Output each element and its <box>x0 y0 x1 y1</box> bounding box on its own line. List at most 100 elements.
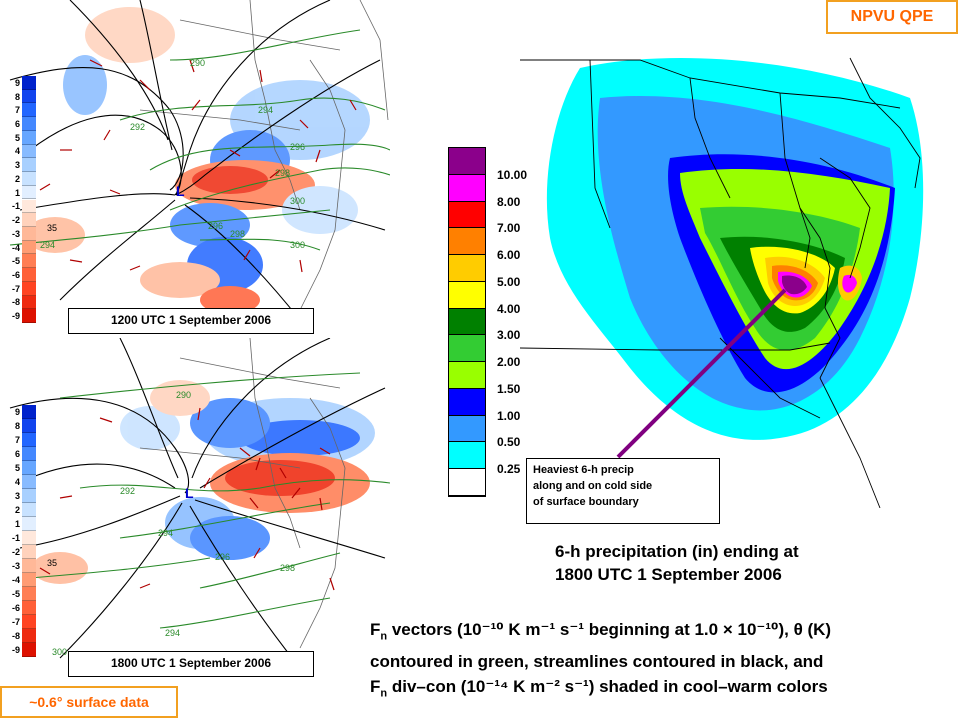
scale-cell <box>22 295 36 310</box>
div-con-label: 35 <box>47 558 57 568</box>
scale-cell <box>22 144 36 159</box>
scale-tick-label: -1 <box>11 201 20 212</box>
scale-tick-label: -3 <box>11 561 20 571</box>
scale-cell <box>22 199 36 214</box>
legend-swatch <box>449 362 485 389</box>
svg-text:294: 294 <box>258 105 273 115</box>
scale-cell <box>22 559 36 573</box>
scale-cell <box>22 629 36 643</box>
legend-swatch <box>449 228 485 256</box>
low-marker: L <box>176 183 185 199</box>
legend-value: 8.00 <box>497 194 521 209</box>
div-con-label: 35 <box>47 223 57 233</box>
scale-tick-label: 5 <box>14 132 20 143</box>
legend-swatch <box>449 388 485 416</box>
scale-tick-label: 9 <box>14 407 20 417</box>
scale-tick-label: -5 <box>11 589 20 599</box>
scale-cell <box>22 601 36 615</box>
qpe-map-graphic <box>520 57 924 508</box>
npvu-qpe-badge: NPVU QPE <box>826 0 958 34</box>
scale-tick-label: 4 <box>14 477 20 487</box>
scale-cell <box>22 615 36 629</box>
map-1800utc-graphic: L 290 292 294 296 298 294 300 35 <box>9 338 390 669</box>
scale-tick-label: -6 <box>11 603 20 613</box>
qpe-map-panel <box>520 38 960 508</box>
scale-cell <box>22 268 36 282</box>
scale-cell <box>22 130 36 145</box>
scale-tick-label: -1 <box>11 533 20 543</box>
svg-text:294: 294 <box>158 528 173 538</box>
legend-value: 3.00 <box>497 328 521 343</box>
boundaries <box>139 0 389 311</box>
legend-value: 1.00 <box>497 408 521 423</box>
scale-cell <box>22 573 36 587</box>
scale-cell <box>22 531 36 545</box>
scale-cell <box>22 309 36 323</box>
scale-tick-label: -3 <box>11 228 20 239</box>
scale-cell <box>22 226 36 241</box>
scale-tick-label: -5 <box>11 256 20 267</box>
scale-tick-label: -8 <box>11 631 20 641</box>
svg-text:294: 294 <box>40 240 55 250</box>
svg-text:300: 300 <box>52 647 67 657</box>
legend-swatch <box>449 148 485 175</box>
scale-tick-label: 2 <box>14 173 20 184</box>
scale-tick-label: 3 <box>14 160 20 171</box>
map-1200utc-graphic: L 290 292 294 296 298 300 294 296 298 30… <box>9 0 390 321</box>
scale-cell <box>22 213 36 227</box>
svg-text:296: 296 <box>290 142 305 152</box>
legend-swatch <box>449 281 485 309</box>
legend-value: 0.50 <box>497 435 521 450</box>
scale-cell <box>22 158 36 173</box>
scale-tick-label: 2 <box>14 505 20 515</box>
scale-cell <box>22 461 36 475</box>
fn-vectors <box>39 59 357 273</box>
theta-labels: 290 292 294 296 298 294 300 <box>52 390 295 657</box>
scale-tick-label: -6 <box>11 269 20 280</box>
scale-cell <box>22 545 36 559</box>
heaviest-precip-callout: Heaviest 6-h precip along and on cold si… <box>526 458 720 524</box>
scale-tick-label: -9 <box>11 311 20 322</box>
scale-tick-label: 4 <box>14 146 20 157</box>
scale-tick-label: 7 <box>14 435 20 445</box>
legend-value: 0.25 <box>497 462 521 477</box>
scale-tick-label: 8 <box>14 421 20 431</box>
fn-vectors <box>39 407 335 591</box>
svg-text:290: 290 <box>176 390 191 400</box>
map-panel-1800utc: L 290 292 294 296 298 294 300 35 <box>0 338 390 688</box>
div-con-color-scale-bottom: 9 8 7 6 5 4 3 2 1 -1 -2 -3 -4 -5 -6 -7 -8 -9 <box>12 405 36 657</box>
theta-labels: 290 292 294 296 298 300 294 296 298 300 <box>40 58 305 250</box>
scale-tick-label: 1 <box>14 519 20 529</box>
svg-text:298: 298 <box>280 563 295 573</box>
legend-swatch <box>449 174 485 202</box>
low-marker: L <box>185 485 194 501</box>
legend-value: 6.00 <box>497 248 521 263</box>
scale-cell <box>22 489 36 503</box>
scale-cell <box>22 419 36 433</box>
legend-swatch <box>449 255 485 282</box>
scale-cell <box>22 643 36 657</box>
theta-contours <box>29 372 390 629</box>
surface-data-badge: ~0.6° surface data <box>0 686 178 718</box>
map-panel-1200utc: L 290 292 294 296 298 300 294 296 298 30… <box>0 0 390 335</box>
scale-cell <box>22 185 36 200</box>
scale-cell <box>22 447 36 461</box>
scale-tick-label: 6 <box>14 449 20 459</box>
scale-cell <box>22 240 36 255</box>
scale-tick-label: 9 <box>14 77 20 88</box>
svg-text:298: 298 <box>230 229 245 239</box>
legend-value: 4.00 <box>497 301 521 316</box>
svg-text:300: 300 <box>290 240 305 250</box>
scale-cell <box>22 254 36 269</box>
svg-text:294: 294 <box>165 628 180 638</box>
scale-tick-label: 3 <box>14 491 20 501</box>
scale-tick-label: -2 <box>11 547 20 557</box>
legend-swatch <box>449 201 485 229</box>
scale-cell <box>22 117 36 131</box>
scale-cell <box>22 76 36 90</box>
legend-swatch <box>449 442 485 470</box>
qpe-legend: 10.00 8.00 7.00 6.00 5.00 4.00 3.00 2.00 1.50 1.0… <box>448 147 527 497</box>
scale-tick-label: -7 <box>11 617 20 627</box>
scale-cell <box>22 433 36 447</box>
legend-value: 1.50 <box>497 381 521 396</box>
